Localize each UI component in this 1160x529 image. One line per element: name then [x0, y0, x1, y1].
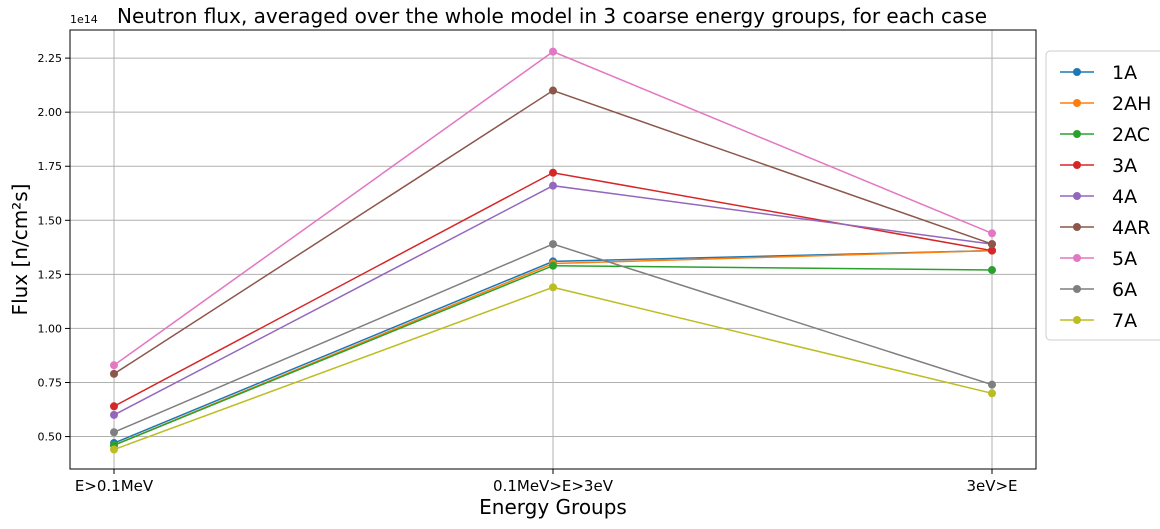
legend-item: 7A [1060, 310, 1137, 332]
x-tick-label: 3eV>E [966, 477, 1017, 495]
legend-label: 4AR [1112, 217, 1150, 239]
data-point [110, 428, 118, 437]
chart-title: Neutron flux, averaged over the whole mo… [117, 4, 987, 28]
legend-marker [1073, 254, 1081, 262]
series-4ar [110, 86, 996, 378]
data-point [549, 86, 557, 95]
data-point [549, 47, 557, 56]
data-point [110, 402, 118, 411]
legend-item: 4AR [1060, 217, 1150, 239]
y-tick-label: 1.00 [38, 322, 63, 335]
data-point [988, 266, 996, 275]
x-axis-ticks: E>0.1MeV 0.1MeV>E>3eV 3eV>E [75, 469, 1018, 495]
legend-marker [1073, 192, 1081, 200]
data-point [110, 369, 118, 378]
legend-marker [1073, 223, 1081, 231]
legend-label: 6A [1112, 279, 1137, 301]
series-5a [110, 47, 996, 370]
x-axis-label: Energy Groups [479, 495, 627, 519]
legend-item: 5A [1060, 248, 1137, 270]
data-point [549, 240, 557, 249]
data-point [110, 445, 118, 454]
data-point [110, 410, 118, 419]
y-tick-label: 1.75 [38, 160, 63, 173]
legend-label: 2AC [1112, 124, 1150, 146]
data-point [549, 168, 557, 177]
y-tick-label: 1.25 [38, 268, 63, 281]
data-point [549, 283, 557, 292]
legend-item: 6A [1060, 279, 1137, 301]
y-tick-label: 0.50 [38, 431, 63, 444]
series-7a [110, 283, 996, 454]
legend-marker [1073, 161, 1081, 169]
legend-label: 2AH [1112, 93, 1151, 115]
legend-label: 4A [1112, 186, 1137, 208]
data-point [549, 261, 557, 270]
legend-item: 2AH [1060, 93, 1151, 115]
data-point [988, 229, 996, 238]
data-point [988, 380, 996, 389]
y-tick-label: 2.00 [38, 106, 63, 119]
series-group [110, 47, 996, 454]
x-tick-label: E>0.1MeV [75, 477, 154, 495]
legend-label: 5A [1112, 248, 1137, 270]
legend-marker [1073, 99, 1081, 107]
y-tick-label: 0.75 [38, 376, 63, 389]
y-axis-label: Flux [n/cm²s] [8, 184, 32, 316]
legend-item: 4A [1060, 186, 1137, 208]
legend-item: 1A [1060, 62, 1137, 84]
data-point [549, 181, 557, 190]
legend-marker [1073, 316, 1081, 324]
legend: 1A 2AH 2AC 3A 4A 4AR 5A 6A 7A [1045, 50, 1160, 341]
legend-marker [1073, 285, 1081, 293]
y-tick-label: 2.25 [38, 52, 63, 65]
legend-marker [1073, 130, 1081, 138]
legend-label: 3A [1112, 155, 1137, 177]
legend-item: 3A [1060, 155, 1137, 177]
data-point [110, 361, 118, 370]
legend-item: 2AC [1060, 124, 1150, 146]
series-2ac [110, 261, 996, 450]
legend-label: 1A [1112, 62, 1137, 84]
legend-label: 7A [1112, 310, 1137, 332]
y-axis-ticks: 0.50 0.75 1.00 1.25 1.50 1.75 2.00 2.25 [38, 52, 70, 444]
series-6a [110, 240, 996, 437]
legend-frame [1045, 50, 1160, 341]
data-point [988, 246, 996, 255]
x-tick-label: 0.1MeV>E>3eV [493, 477, 614, 495]
y-tick-label: 1.50 [38, 214, 63, 227]
legend-marker [1073, 68, 1081, 76]
data-point [988, 389, 996, 398]
y-axis-offset-label: 1e14 [70, 13, 98, 26]
data-point [988, 240, 996, 249]
